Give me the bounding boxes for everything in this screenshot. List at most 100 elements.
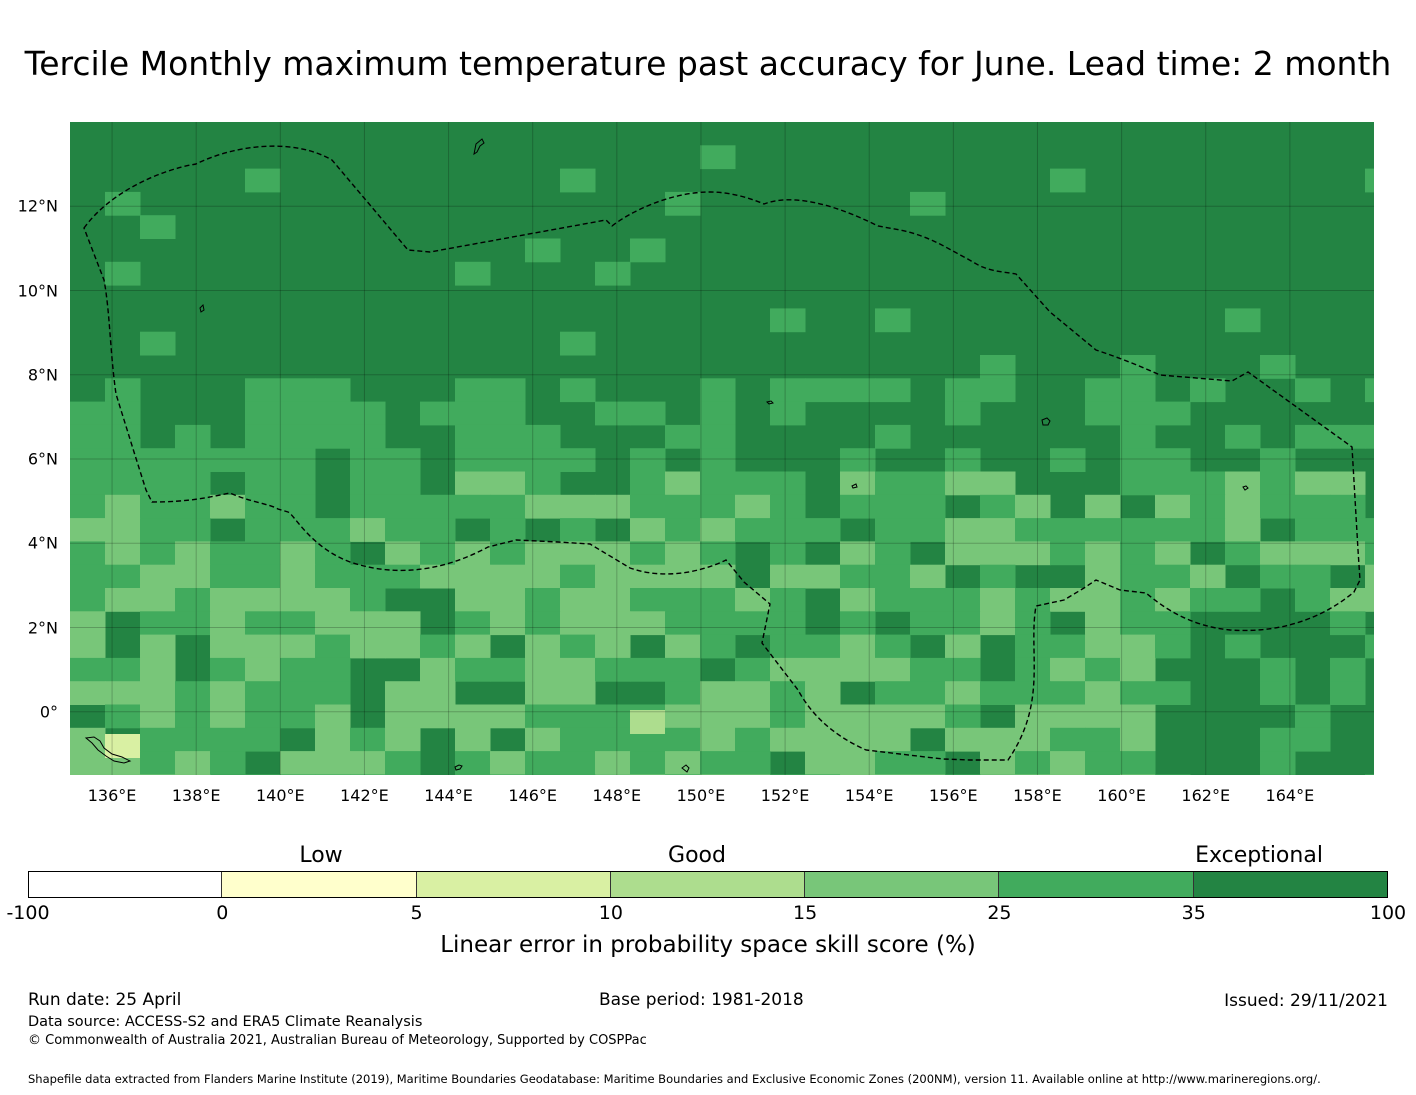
skill-cell (1085, 588, 1121, 612)
skill-cell (595, 727, 631, 752)
skill-cell (1225, 541, 1261, 566)
skill-cell (700, 751, 736, 775)
longitude-label: 138°E (171, 786, 221, 805)
skill-cell (140, 215, 176, 239)
longitude-label: 146°E (508, 786, 558, 805)
skill-cell (280, 448, 316, 472)
skill-cell (70, 681, 106, 705)
skill-cell (665, 657, 701, 682)
colorbar-tick-label: 5 (410, 902, 423, 924)
skill-cell (630, 564, 666, 589)
skill-cell (665, 518, 701, 542)
longitude-label: 154°E (844, 786, 894, 805)
skill-cell (980, 378, 1016, 403)
skill-cell (455, 751, 491, 775)
skill-cell (805, 727, 841, 752)
skill-cell (945, 448, 981, 472)
skill-cell (700, 518, 736, 542)
skill-cell (980, 355, 1016, 379)
skill-cell (1295, 518, 1331, 542)
skill-cell (875, 774, 911, 775)
skill-cell (770, 588, 806, 612)
skill-cell (560, 494, 596, 519)
skill-cell (105, 424, 141, 449)
skill-cell (700, 611, 736, 636)
skill-cell (245, 541, 281, 566)
skill-cell (490, 611, 526, 636)
skill-cell (1190, 588, 1226, 612)
skill-cell (735, 704, 771, 729)
skill-cell (980, 471, 1016, 496)
skill-cell (770, 471, 806, 496)
skill-cell (1050, 704, 1086, 729)
skill-cell (490, 541, 526, 566)
skill-cell (560, 657, 596, 682)
copyright-notice: © Commonwealth of Australia 2021, Austra… (28, 1033, 647, 1048)
skill-cell (945, 378, 981, 403)
skill-cell (630, 541, 666, 566)
skill-cell (455, 261, 491, 286)
skill-cell (140, 448, 176, 472)
skill-cell (105, 378, 141, 403)
skill-cell (560, 331, 596, 356)
colorbar-title: Linear error in probability space skill … (440, 932, 976, 958)
skill-cell (105, 564, 141, 589)
skill-cell (525, 471, 561, 496)
skill-cell (140, 518, 176, 542)
skill-cell (350, 471, 386, 496)
skill-cell (175, 518, 211, 542)
skill-cell (385, 564, 421, 589)
skill-cell (1050, 588, 1086, 612)
skill-cell (420, 681, 456, 705)
skill-cell (315, 774, 351, 775)
skill-cell (560, 168, 596, 193)
skill-cell (1155, 588, 1191, 612)
skill-cell (840, 564, 876, 589)
skill-cell (735, 774, 771, 775)
skill-cell (595, 634, 631, 659)
skill-cell (560, 611, 596, 636)
skill-cell (1050, 518, 1086, 542)
longitude-label: 136°E (87, 786, 137, 805)
skill-cell (875, 634, 911, 659)
skill-cell (1050, 774, 1086, 775)
skill-cell (595, 541, 631, 566)
skill-cell (105, 471, 141, 496)
skill-cell (245, 634, 281, 659)
skill-cell (525, 494, 561, 519)
skill-cell (910, 518, 946, 542)
skill-cell (140, 727, 176, 752)
skill-cell (210, 634, 246, 659)
skill-cell (280, 564, 316, 589)
skill-cell (105, 681, 141, 705)
skill-cell (245, 448, 281, 472)
skill-cell (665, 564, 701, 589)
skill-cell (280, 704, 316, 729)
graticule (70, 122, 1374, 775)
skill-cell (595, 657, 631, 682)
skill-cell (385, 518, 421, 542)
skill-cell (1120, 681, 1156, 705)
skill-cell (770, 518, 806, 542)
skill-cell (1295, 704, 1331, 729)
skill-cell (245, 378, 281, 403)
skill-cell (280, 634, 316, 659)
skill-cell (1050, 448, 1086, 472)
skill-cell (350, 518, 386, 542)
skill-cell (1295, 541, 1331, 566)
skill-cell (245, 424, 281, 449)
skill-cell (245, 588, 281, 612)
skill-cell (210, 611, 246, 636)
skill-cell (840, 541, 876, 566)
skill-cell (980, 751, 1016, 775)
skill-cell (595, 588, 631, 612)
skill-cell (560, 448, 596, 472)
skill-cell (70, 471, 106, 496)
skill-cell (980, 518, 1016, 542)
skill-cell (280, 774, 316, 775)
skill-cell (945, 774, 981, 775)
skill-cell (525, 681, 561, 705)
skill-cell (1225, 424, 1261, 449)
skill-cell (945, 588, 981, 612)
skill-cell (1225, 494, 1261, 519)
